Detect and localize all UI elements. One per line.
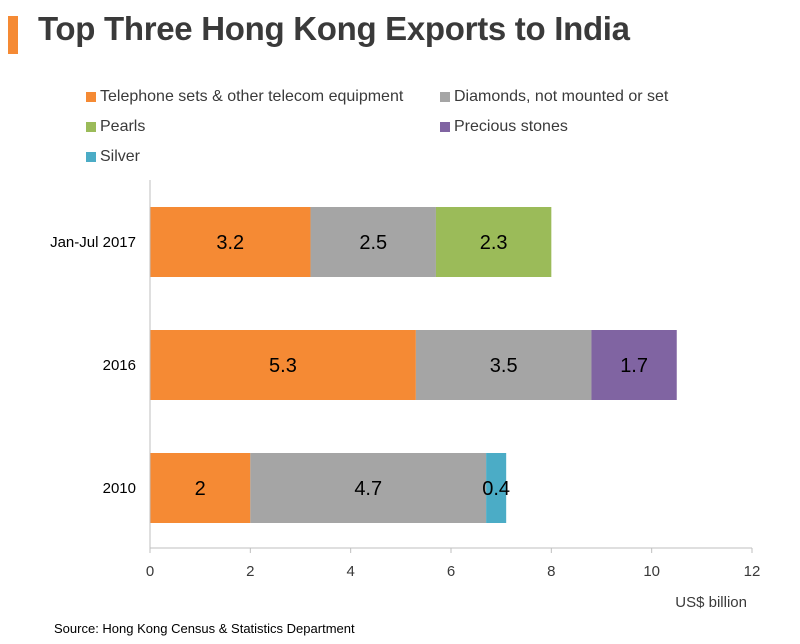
legend-item-diamonds: Diamonds, not mounted or set bbox=[440, 88, 668, 106]
legend-label-silver: Silver bbox=[100, 148, 141, 165]
bar-segment bbox=[591, 330, 677, 400]
legend-swatch-telephone bbox=[86, 92, 96, 102]
bar-value-label: 3.5 bbox=[490, 355, 518, 377]
category-label: Jan-Jul 2017 bbox=[50, 234, 136, 251]
bar-value-label: 2.5 bbox=[359, 232, 387, 254]
bar-segment bbox=[250, 453, 487, 523]
legend-item-telephone: Telephone sets & other telecom equipment bbox=[86, 88, 403, 106]
legend-item-precious-stones: Precious stones bbox=[440, 118, 568, 136]
legend-item-pearls: Pearls bbox=[86, 118, 145, 136]
x-tick-label: 10 bbox=[643, 563, 660, 580]
x-axis-title: US$ billion bbox=[675, 594, 747, 611]
x-tick-label: 6 bbox=[447, 563, 455, 580]
bar-segment bbox=[150, 330, 416, 400]
bar-segment bbox=[435, 207, 552, 277]
source-note: Source: Hong Kong Census & Statistics De… bbox=[54, 621, 355, 636]
x-tick-label: 8 bbox=[547, 563, 555, 580]
legend-label-diamonds: Diamonds, not mounted or set bbox=[454, 88, 669, 105]
category-label: 2016 bbox=[103, 357, 136, 374]
bar-value-label: 5.3 bbox=[269, 355, 297, 377]
bar-value-label: 3.2 bbox=[216, 232, 244, 254]
bar-segment bbox=[150, 207, 311, 277]
title-accent-bar bbox=[8, 16, 18, 54]
bar-segment bbox=[486, 453, 507, 523]
legend-label-telephone: Telephone sets & other telecom equipment bbox=[100, 88, 404, 105]
legend-swatch-diamonds bbox=[440, 92, 450, 102]
bar-value-label: 1.7 bbox=[620, 355, 648, 377]
legend-swatch-pearls bbox=[86, 122, 96, 132]
legend-label-precious-stones: Precious stones bbox=[454, 118, 568, 135]
page-title: Top Three Hong Kong Exports to India bbox=[38, 10, 630, 47]
x-tick-label: 2 bbox=[246, 563, 254, 580]
legend-label-pearls: Pearls bbox=[100, 118, 146, 135]
category-label: 2010 bbox=[103, 480, 136, 497]
legend-swatch-silver bbox=[86, 152, 96, 162]
bar-segment bbox=[310, 207, 436, 277]
bar-value-label: 2 bbox=[195, 478, 206, 500]
bar-value-label: 2.3 bbox=[480, 232, 508, 254]
bar-value-label: 4.7 bbox=[354, 478, 382, 500]
x-tick-label: 4 bbox=[346, 563, 354, 580]
x-tick-label: 0 bbox=[146, 563, 154, 580]
bar-segment bbox=[415, 330, 592, 400]
x-tick-label: 12 bbox=[744, 563, 761, 580]
legend-item-silver: Silver bbox=[86, 148, 140, 166]
bar-value-label: 0.4 bbox=[482, 478, 510, 500]
legend-swatch-precious-stones bbox=[440, 122, 450, 132]
bar-segment bbox=[150, 453, 251, 523]
